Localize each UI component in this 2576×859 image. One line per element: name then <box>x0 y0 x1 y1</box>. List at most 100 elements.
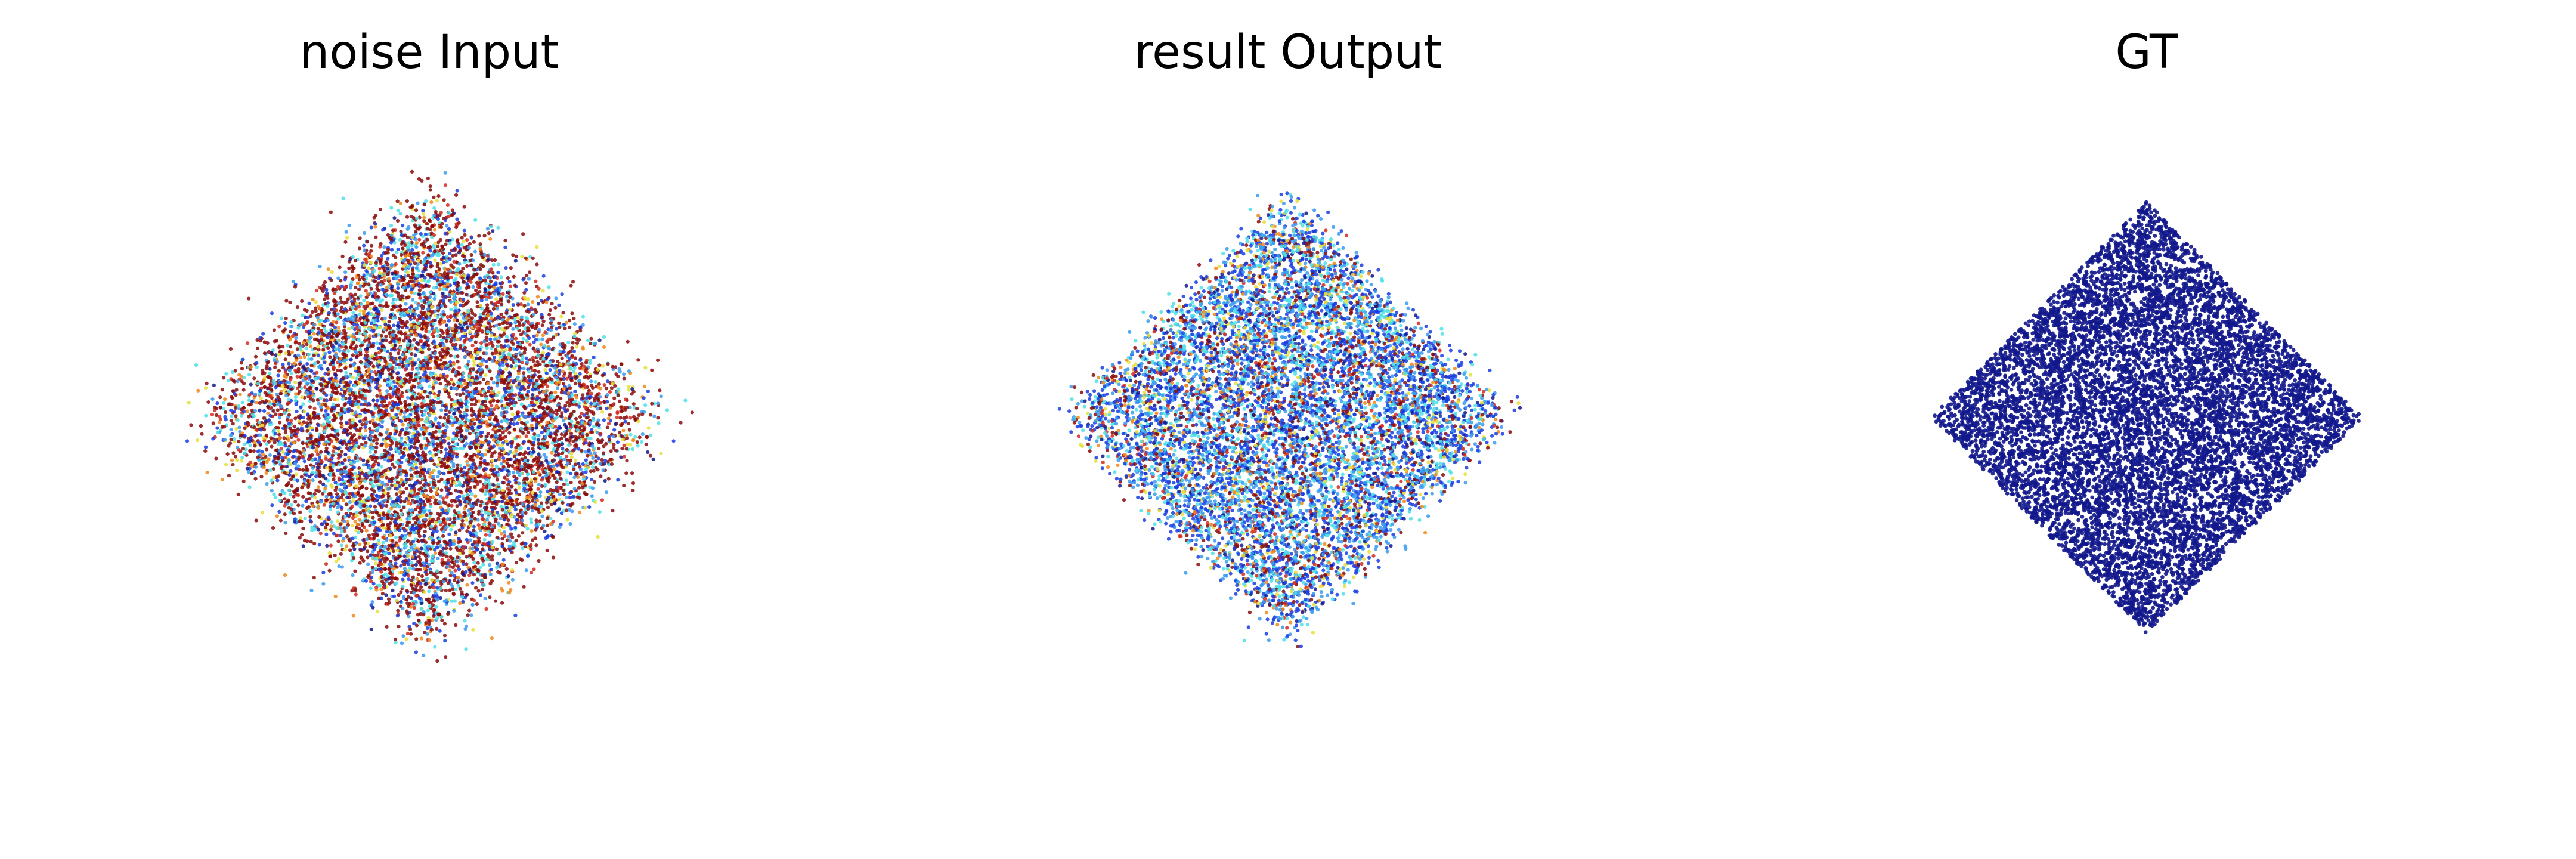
scatter-point <box>524 281 528 285</box>
scatter-point <box>333 304 337 308</box>
scatter-point <box>503 534 507 539</box>
scatter-point <box>371 438 376 443</box>
scatter-point <box>242 388 246 392</box>
scatter-point <box>433 645 437 649</box>
scatter-point <box>386 509 391 514</box>
scatter-point <box>592 480 597 484</box>
scatter-point <box>432 586 436 590</box>
scatter-point <box>265 360 270 365</box>
scatter-point <box>556 394 560 399</box>
scatter-point <box>364 373 368 377</box>
scatter-point <box>474 334 478 338</box>
scatter-point <box>432 276 436 281</box>
scatter-point <box>252 425 256 430</box>
scatter-point <box>289 418 293 423</box>
scatter-point <box>343 317 348 322</box>
scatter-point <box>218 395 222 400</box>
scatter-point <box>597 363 602 367</box>
scatter-point <box>496 270 500 274</box>
scatter-point <box>243 426 247 431</box>
scatter-point <box>631 402 636 406</box>
scatter-point <box>328 554 332 559</box>
scatter-point <box>412 543 416 548</box>
scatter-point <box>422 459 426 464</box>
scatter-point <box>435 278 439 282</box>
scatter-point <box>507 352 511 356</box>
scatter-point <box>332 291 336 295</box>
scatter-point <box>378 303 382 308</box>
scatter-point <box>253 354 258 359</box>
scatter-point <box>406 573 410 577</box>
scatter-point <box>346 349 351 353</box>
scatter-point <box>635 407 639 411</box>
scatter-point <box>277 325 281 329</box>
scatter-point <box>437 469 441 474</box>
scatter-point <box>620 409 624 413</box>
scatter-point <box>535 245 539 249</box>
scatter-point <box>389 223 394 227</box>
scatter-point <box>612 446 616 450</box>
scatter-point <box>270 444 274 449</box>
scatter-point <box>366 301 370 305</box>
scatter-point <box>568 438 572 443</box>
scatter-point <box>326 267 330 271</box>
scatter-point <box>545 516 550 520</box>
scatter-point <box>526 431 530 435</box>
scatter-point <box>494 547 499 551</box>
scatter-point <box>378 245 382 249</box>
scatter-point <box>428 301 432 305</box>
scatter-point <box>389 506 394 511</box>
scatter-point <box>414 245 419 249</box>
scatter-point <box>420 574 425 579</box>
scatter-point <box>308 497 312 501</box>
scatter-point <box>590 494 594 498</box>
scatter-point <box>561 442 565 446</box>
scatter-point <box>305 473 309 477</box>
scatter-point <box>433 258 437 262</box>
scatter-point <box>323 403 328 407</box>
scatter-point <box>479 375 483 379</box>
scatter-point <box>239 413 243 418</box>
scatter-point <box>225 452 230 456</box>
scatter-point <box>329 278 333 282</box>
scatter-point <box>268 372 272 376</box>
scatter-point <box>321 570 326 575</box>
scatter-point <box>472 359 476 363</box>
scatter-point <box>325 543 329 548</box>
scatter-point <box>411 298 415 302</box>
scatter-point <box>481 563 485 567</box>
scatter-point <box>392 323 396 327</box>
scatter-point <box>399 229 403 234</box>
scatter-point <box>465 238 469 242</box>
scatter-point <box>380 317 385 321</box>
scatter-point <box>560 411 564 415</box>
scatter-point <box>333 288 338 292</box>
scatter-point <box>351 302 355 307</box>
scatter-point <box>562 350 566 354</box>
scatter-point <box>371 464 376 468</box>
scatter-point <box>589 336 593 341</box>
scatter-point <box>419 446 423 450</box>
scatter-point <box>275 408 280 412</box>
scatter-point <box>596 534 600 539</box>
scatter-point <box>312 576 316 580</box>
scatter-point <box>277 459 281 464</box>
scatter-point <box>606 422 611 426</box>
scatter-point <box>374 351 378 356</box>
scatter-point <box>286 435 290 439</box>
scatter-point <box>399 590 403 594</box>
scatter-point <box>419 585 423 589</box>
scatter-point <box>358 561 362 565</box>
scatter-point <box>565 508 569 512</box>
scatter-point <box>609 386 614 390</box>
scatter-point <box>473 484 477 489</box>
scatter-point <box>395 199 400 203</box>
scatter-point <box>301 402 305 406</box>
scatter-point <box>445 282 450 286</box>
scatter-point <box>491 262 496 267</box>
scatter-point <box>561 488 565 493</box>
scatter-point <box>228 347 233 351</box>
scatter-point <box>230 458 234 462</box>
scatter-point <box>460 236 464 240</box>
scatter-point <box>578 510 582 514</box>
